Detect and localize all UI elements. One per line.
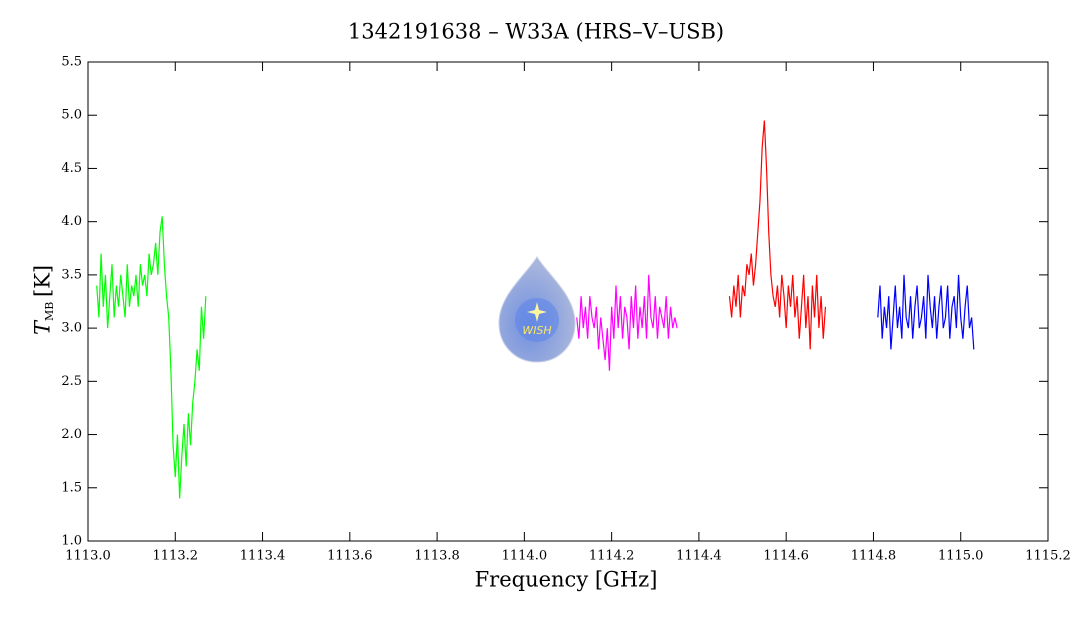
y-axis-label: T [31, 319, 55, 335]
x-tick-label: 1113.6 [327, 549, 373, 564]
y-tick-label: 5.0 [61, 108, 82, 123]
wish-logo: WISH [498, 256, 576, 363]
spectrum-line [96, 216, 207, 499]
plot-frame [87, 61, 1049, 542]
x-tick-label: 1114.0 [502, 549, 548, 564]
y-axis-label-group: T MB [K] [31, 265, 57, 335]
x-tick-label: 1114.2 [589, 549, 635, 564]
spectrum-line [728, 120, 827, 350]
y-tick-label: 2.5 [61, 374, 82, 389]
spectrum-line [877, 274, 975, 350]
y-tick-label: 5.5 [61, 55, 82, 70]
x-tick-label: 1113.8 [414, 549, 460, 564]
y-tick-label: 3.0 [61, 321, 82, 336]
y-tick-label: 3.5 [61, 267, 82, 282]
x-tick-label: 1113.4 [240, 549, 286, 564]
x-tick-label: 1115.2 [1025, 549, 1071, 564]
x-tick-label: 1114.6 [763, 549, 809, 564]
logo-star [527, 302, 547, 322]
logo-text: WISH [522, 324, 551, 337]
y-tick-label: 2.0 [61, 427, 82, 442]
y-tick-label: 1.0 [61, 534, 82, 549]
y-tick-label: 4.0 [61, 214, 82, 229]
x-tick-label: 1114.4 [676, 549, 722, 564]
x-axis-label: Frequency [GHz] [475, 568, 658, 592]
y-axis-label-sub: MB [43, 302, 56, 321]
y-tick-label: 1.5 [61, 480, 82, 495]
x-tick-label: 1115.0 [938, 549, 984, 564]
spectrum-line [576, 274, 678, 371]
x-tick-label: 1113.2 [153, 549, 199, 564]
x-tick-label: 1113.0 [65, 549, 111, 564]
x-tick-label: 1114.8 [851, 549, 897, 564]
chart-title: 1342191638 – W33A (HRS–V–USB) [348, 20, 724, 44]
y-axis-label-unit: [K] [31, 265, 55, 297]
y-tick-label: 4.5 [61, 161, 82, 176]
